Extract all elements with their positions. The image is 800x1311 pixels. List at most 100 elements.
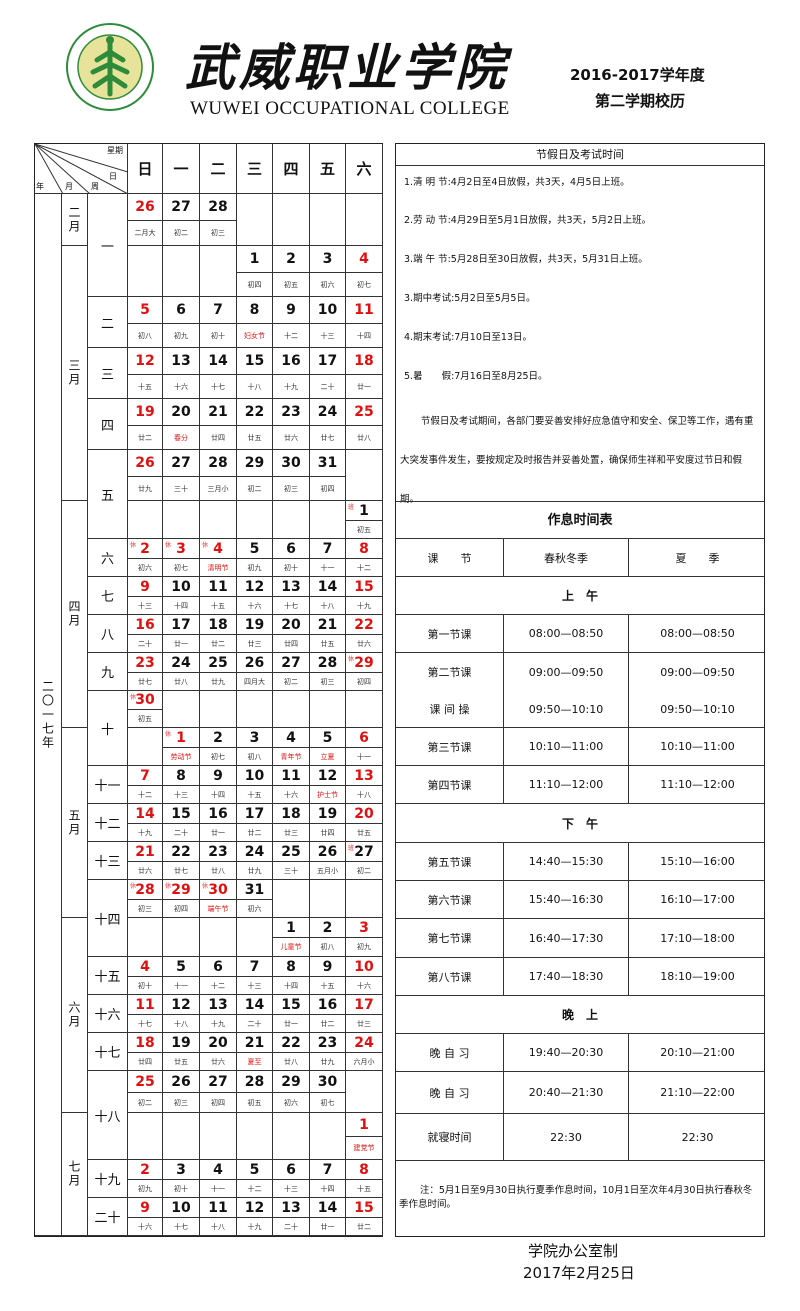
lunar-date: 十三	[310, 324, 346, 348]
schedule-cell: 第二节课	[396, 653, 504, 691]
lunar-date: 廿一	[346, 375, 383, 399]
lunar-date: 初三	[273, 477, 310, 501]
day-number: 18	[200, 615, 237, 635]
empty-day-cell	[310, 1113, 346, 1160]
day-number: 28	[310, 653, 346, 673]
week-number: 十四	[88, 880, 128, 957]
day-number: 19	[128, 399, 163, 426]
weekday-header: 日	[128, 144, 163, 194]
week-number: 十二	[88, 804, 128, 842]
vacation-item: 5.暑 假:7月16日至8月25日。	[404, 371, 548, 382]
lunar-date: 初十	[128, 977, 163, 995]
lunar-date: 初三	[310, 673, 346, 691]
lunar-date: 初二	[128, 1093, 163, 1113]
lunar-date: 十四	[273, 977, 310, 995]
rest-day-mark: 休	[165, 731, 172, 738]
schedule-row: 第四节课 11:10—12:00 11:10—12:00	[396, 766, 764, 804]
day-number: 18	[128, 1033, 163, 1053]
day-number: 23	[200, 842, 237, 862]
day-number: 1	[273, 918, 310, 938]
day-number: 5	[310, 728, 346, 748]
lunar-date: 初九	[237, 559, 273, 577]
lunar-date: 二月大	[128, 221, 163, 246]
week-number: 九	[88, 653, 128, 691]
day-number: 27	[273, 653, 310, 673]
day-number: 20	[163, 399, 200, 426]
empty-day-cell	[237, 691, 273, 728]
holidays-title: 节假日及考试时间	[396, 144, 764, 166]
day-number: 12	[237, 577, 273, 597]
empty-day-cell	[273, 194, 310, 246]
day-number: 4	[273, 728, 310, 748]
lunar-date: 初四	[163, 900, 200, 918]
lunar-date: 廿三	[346, 1015, 383, 1033]
lunar-date: 廿一	[273, 1015, 310, 1033]
day-number: 3	[163, 1160, 200, 1180]
day-number: 3	[310, 246, 346, 273]
rest-day-mark: 休	[130, 694, 137, 701]
day-number: 13	[273, 577, 310, 597]
lunar-date: 十四	[346, 324, 383, 348]
lunar-date: 十二	[273, 324, 310, 348]
schedule-cell: 22:30	[681, 1130, 714, 1144]
lunar-date: 二十	[128, 635, 163, 653]
day-number: 29	[237, 450, 273, 477]
day-number: 12	[128, 348, 163, 375]
schedule-cell: 第六节课	[396, 881, 504, 918]
lunar-date: 十九	[237, 1218, 273, 1236]
day-number: 21	[310, 615, 346, 635]
schedule-row: 第六节课 15:40—16:30 16:10—17:00	[396, 881, 764, 919]
lunar-date: 初四	[237, 273, 273, 297]
rest-day-mark: 休	[202, 883, 209, 890]
schedule-row: 课 间 操 09:50—10:10 09:50—10:10	[396, 691, 764, 728]
schedule-cell: 21:10—22:00	[660, 1086, 735, 1099]
day-number: 11	[273, 766, 310, 786]
day-number: 26	[310, 842, 346, 862]
empty-day-cell	[128, 728, 163, 766]
lunar-date: 端午节	[200, 900, 237, 918]
day-number: 28	[237, 1071, 273, 1093]
empty-day-cell	[128, 1113, 163, 1160]
empty-day-cell	[273, 880, 310, 918]
week-number: 十三	[88, 842, 128, 880]
day-number: 15	[273, 995, 310, 1015]
empty-day-cell	[200, 501, 237, 539]
lunar-date: 初十	[273, 559, 310, 577]
day-number: 13	[273, 1198, 310, 1218]
day-number: 27 班	[346, 842, 383, 862]
lunar-date: 十八	[200, 1218, 237, 1236]
week-number: 三	[88, 348, 128, 399]
lunar-date: 廿八	[200, 862, 237, 880]
rest-day-mark: 休	[348, 656, 355, 663]
day-number: 14	[128, 804, 163, 824]
lunar-date: 夏至	[237, 1053, 273, 1071]
month-label: 六月	[62, 918, 88, 1113]
lunar-date: 初六	[273, 1093, 310, 1113]
day-number: 29 休	[163, 880, 200, 900]
schedule-cell: 20:10—21:00	[660, 1046, 735, 1059]
day-number: 12	[163, 995, 200, 1015]
lunar-date: 廿二	[346, 1218, 383, 1236]
issuer: 学院办公室制	[528, 1242, 619, 1260]
schedule-title: 作息时间表	[396, 501, 764, 539]
academic-year: 2016-2017学年度	[570, 66, 705, 84]
day-number: 15	[237, 348, 273, 375]
day-number: 21	[200, 399, 237, 426]
week-number: 十五	[88, 957, 128, 995]
day-number: 17	[237, 804, 273, 824]
day-number: 27	[200, 1071, 237, 1093]
lunar-date: 十五	[310, 977, 346, 995]
lunar-date: 初九	[128, 1180, 163, 1198]
schedule-cell: 08:00—08:50	[660, 627, 735, 640]
day-number: 20	[200, 1033, 237, 1053]
holiday-item: 1.清 明 节:4月2日至4日放假，共3天，4月5日上班。	[404, 177, 630, 188]
day-number: 14	[200, 348, 237, 375]
lunar-date: 十一	[200, 1180, 237, 1198]
schedule-cell: 第三节课	[396, 728, 504, 765]
day-number: 13	[346, 766, 383, 786]
schedule-row: 晚 自 习 19:40—20:30 20:10—21:00	[396, 1034, 764, 1072]
day-number: 10	[163, 577, 200, 597]
rest-day-mark: 休	[165, 542, 172, 549]
day-number: 28	[200, 194, 237, 221]
day-number: 10	[163, 1198, 200, 1218]
